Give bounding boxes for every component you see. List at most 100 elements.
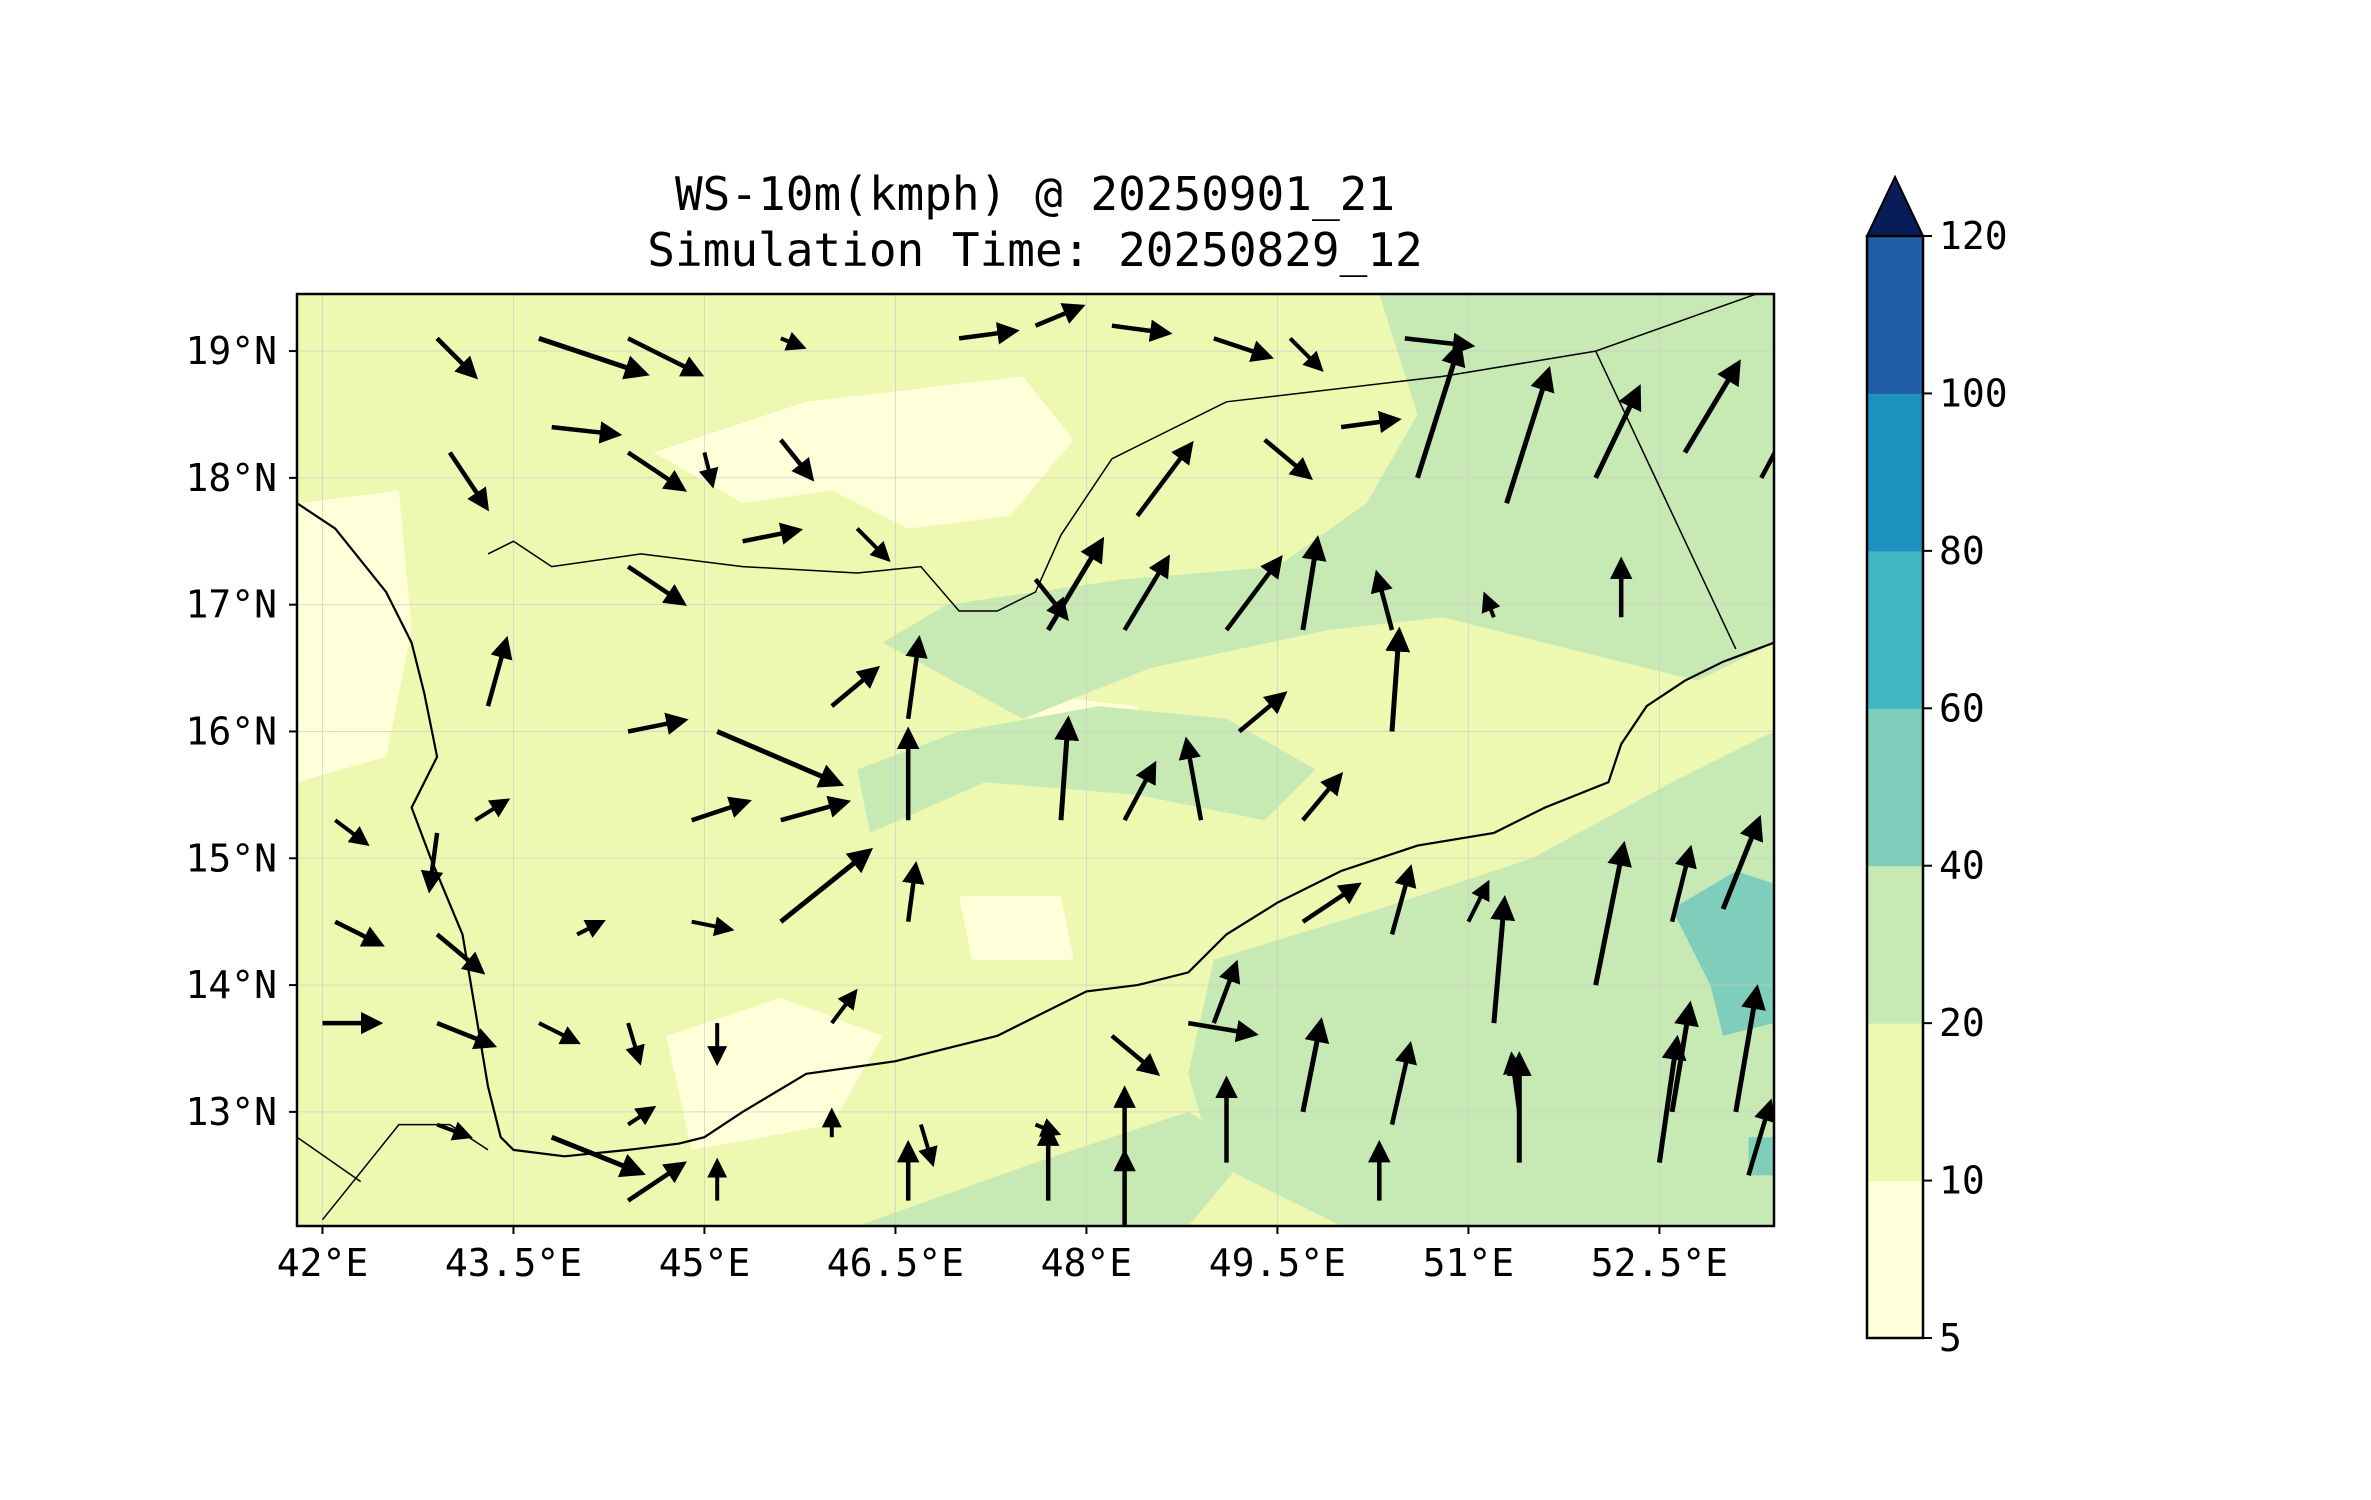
y-tick-label: 17°N <box>185 583 277 627</box>
y-axis-ticks: 13°N 14°N 15°N 16°N 17°N 18°N 19°N <box>185 329 297 1134</box>
wind-arrow <box>447 451 490 512</box>
colorbar-segment <box>1867 393 1923 552</box>
wind-arrow <box>485 635 513 707</box>
wind-arrow <box>780 795 852 823</box>
wind-arrow <box>1669 844 1697 923</box>
colorbar-segment <box>1867 708 1923 867</box>
wind-arrow <box>474 798 511 822</box>
wind-vectors <box>322 303 1774 1226</box>
x-tick-label: 45°E <box>659 1241 751 1285</box>
colorbar-segment <box>1867 550 1923 709</box>
wind-arrow <box>690 796 752 823</box>
wind-arrow <box>830 988 858 1025</box>
wind-arrow <box>1213 336 1274 363</box>
x-tick-label: 51°E <box>1423 1241 1515 1285</box>
x-tick-label: 43.5°E <box>445 1241 582 1285</box>
chart-title: WS-10m(kmph) @ 20250901_21 <box>675 167 1395 221</box>
colorbar-segment <box>1867 1023 1923 1182</box>
wind-arrow <box>1110 1034 1161 1077</box>
wind-arrow <box>779 847 874 924</box>
wind-arrow <box>1301 882 1362 924</box>
colorbar-segment <box>1867 865 1923 1024</box>
wind-arrow <box>334 919 385 947</box>
wind-arrow <box>550 1134 646 1178</box>
wind-arrow <box>1389 1041 1417 1126</box>
wind-arrow <box>1682 359 1741 454</box>
wind-arrow <box>1033 577 1069 622</box>
colorbar-label: 100 <box>1939 371 2008 415</box>
wind-arrow <box>1301 771 1344 822</box>
wind-arrow <box>902 861 925 922</box>
y-tick-label: 15°N <box>185 836 277 880</box>
wind-arrow <box>1122 554 1170 632</box>
colorbar-label: 80 <box>1939 529 1985 573</box>
wind-arrow <box>334 818 370 846</box>
x-tick-label: 48°E <box>1041 1241 1133 1285</box>
wind-arrow <box>1733 984 1766 1113</box>
x-axis-ticks: 42°E 43.5°E 45°E 46.5°E 48°E 49.5°E 51°E 52.5°E <box>277 1226 1728 1285</box>
wind-arrow <box>576 920 606 938</box>
colorbar: 5 10 20 40 60 80 100 120 <box>1865 174 2008 1360</box>
colorbar-label: 40 <box>1939 844 1985 888</box>
wind-arrow <box>435 336 479 380</box>
wind-arrow <box>1669 1000 1699 1113</box>
x-tick-label: 46.5°E <box>827 1241 964 1285</box>
colorbar-label: 60 <box>1939 686 1985 730</box>
wind-arrow <box>1593 384 1642 479</box>
wind-arrow <box>626 1105 657 1127</box>
wind-arrow <box>742 522 804 545</box>
low-wind-white <box>653 376 1074 529</box>
colorbar-label: 120 <box>1939 214 2008 258</box>
wind-arrow <box>1593 840 1632 986</box>
wind-arrow <box>1135 440 1194 518</box>
wind-arrow <box>698 452 719 489</box>
wind-arrow <box>626 564 687 606</box>
wind-arrow <box>1656 1034 1687 1163</box>
colorbar-extend-arrow <box>1865 174 1925 237</box>
wind-arrow <box>1211 959 1241 1024</box>
wind-arrow <box>1122 760 1157 822</box>
low-wind-white <box>297 490 412 783</box>
wind-arrow <box>779 438 815 482</box>
wind-arrow <box>626 450 687 492</box>
wind-arrow <box>1300 535 1327 631</box>
gridlines <box>297 294 1774 1226</box>
colorbar-label: 20 <box>1939 1001 1985 1045</box>
wind-arrow <box>691 916 735 937</box>
wind-arrow <box>1490 895 1516 1024</box>
wind-arrow <box>780 332 807 351</box>
wind-arrow <box>627 336 705 377</box>
wind-arrow <box>1759 418 1774 479</box>
wind-arrow <box>1415 340 1466 479</box>
colorbar-segment <box>1867 236 1923 394</box>
wind-arrow <box>905 635 928 720</box>
wind-arrow <box>958 322 1020 345</box>
y-tick-label: 13°N <box>185 1090 277 1134</box>
y-tick-label: 14°N <box>185 963 277 1007</box>
colorbar-frame <box>1865 234 1925 1340</box>
wind-arrow <box>538 336 650 380</box>
wind-arrow <box>1466 879 1490 923</box>
wind-arrow <box>1288 336 1324 372</box>
wind-arrow <box>436 1021 498 1050</box>
wind-arrow <box>1178 736 1204 821</box>
wind-arrow <box>625 1022 645 1066</box>
wind-arrow <box>626 1161 687 1203</box>
wind-arrow <box>855 527 891 563</box>
moderate-wind <box>882 294 1774 719</box>
wind-arrow <box>1504 365 1555 504</box>
map-frame <box>295 292 1776 1228</box>
wind-arrow <box>1389 864 1417 936</box>
wind-arrow <box>1054 715 1080 821</box>
wind-arrow <box>1385 626 1411 732</box>
wind-arrow <box>1111 319 1173 342</box>
country-border <box>487 294 1759 612</box>
wind-arrow <box>1046 536 1105 632</box>
wind-arrow <box>627 712 689 735</box>
country-border <box>297 1136 362 1183</box>
colorbar-label: 5 <box>1939 1316 1962 1360</box>
wind-arrow <box>436 1121 473 1141</box>
y-tick-label: 19°N <box>185 329 277 373</box>
wind-arrow <box>1034 303 1086 328</box>
